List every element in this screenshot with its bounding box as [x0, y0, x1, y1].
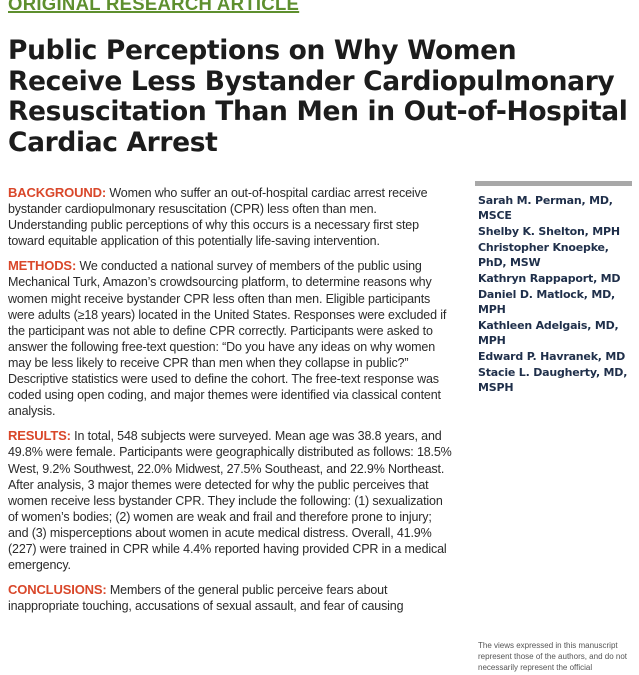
disclaimer-note: The views expressed in this manuscript r… — [478, 641, 627, 672]
article-title: Public Perceptions on Why Women Receive … — [8, 35, 628, 158]
author-name: Stacie L. Daugherty, MD, MSPH — [478, 366, 628, 394]
section-label: ORIGINAL RESEARCH ARTICLE — [8, 0, 300, 14]
author-list: Sarah M. Perman, MD, MSCE Shelby K. Shel… — [478, 193, 638, 396]
author-name: Kathleen Adelgais, MD, MPH — [478, 319, 619, 347]
author-name: Daniel D. Matlock, MD, MPH — [478, 288, 616, 316]
author-name: Kathryn Rappaport, MD — [478, 272, 621, 285]
abstract: BACKGROUND: Women who suffer an out-of-h… — [8, 185, 454, 623]
background-heading: BACKGROUND: — [8, 185, 107, 200]
abstract-background: BACKGROUND: Women who suffer an out-of-h… — [8, 185, 454, 249]
author-name: Sarah M. Perman, MD, MSCE — [478, 194, 613, 222]
authors-divider — [475, 181, 632, 186]
author-name: Shelby K. Shelton, MPH — [478, 225, 620, 238]
background-text: Women who suffer an out-of-hospital card… — [8, 186, 428, 249]
abstract-methods: METHODS: We conducted a national survey … — [8, 258, 454, 419]
conclusions-text: Members of the general public perceive f… — [8, 583, 404, 614]
methods-heading: METHODS: — [8, 258, 77, 274]
author-name: Edward P. Havranek, MD — [478, 350, 626, 363]
conclusions-heading: CONCLUSIONS: — [8, 582, 107, 598]
results-text: In total, 548 subjects were surveyed. Me… — [8, 429, 452, 573]
abstract-conclusions: CONCLUSIONS: Members of the general publ… — [8, 582, 454, 614]
abstract-results: RESULTS: In total, 548 subjects were sur… — [8, 428, 454, 573]
author-name: Christopher Knoepke, PhD, MSW — [478, 241, 609, 269]
methods-text: We conducted a national survey of member… — [8, 259, 447, 419]
results-heading: RESULTS: — [8, 428, 71, 444]
